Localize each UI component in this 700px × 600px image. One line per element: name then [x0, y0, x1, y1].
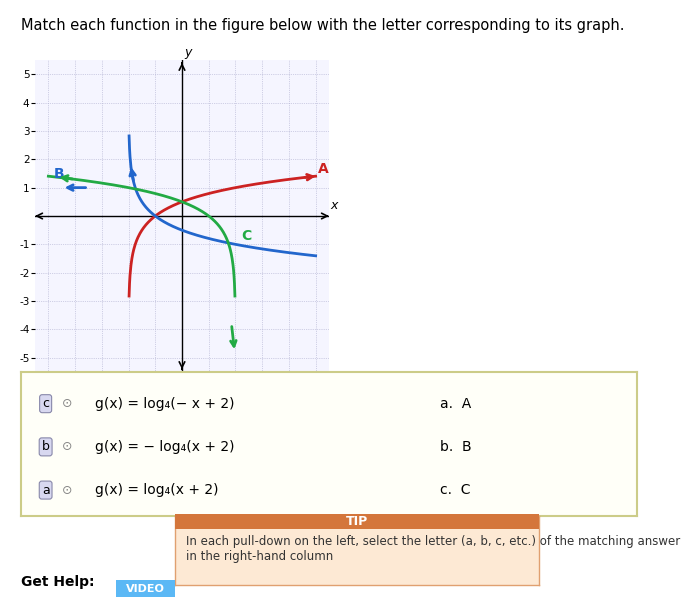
Text: Match each function in the figure below with the letter corresponding to its gra: Match each function in the figure below … [21, 18, 624, 33]
Text: VIDEO: VIDEO [126, 584, 164, 593]
Text: c.  C: c. C [440, 483, 470, 497]
Text: x: x [330, 199, 337, 212]
Text: A: A [318, 162, 329, 176]
Text: B: B [54, 167, 64, 181]
Text: y: y [185, 46, 192, 59]
Text: b: b [42, 440, 50, 454]
Text: ⊙: ⊙ [62, 397, 72, 410]
Text: ⊙: ⊙ [62, 484, 72, 497]
Text: a: a [42, 484, 50, 497]
Text: C: C [241, 229, 251, 243]
Text: a.  A: a. A [440, 397, 471, 410]
Text: g(x) = − log₄(x + 2): g(x) = − log₄(x + 2) [95, 440, 234, 454]
Text: c: c [42, 397, 49, 410]
Text: b.  B: b. B [440, 440, 472, 454]
Text: g(x) = log₄(− x + 2): g(x) = log₄(− x + 2) [95, 397, 234, 410]
Text: ⊙: ⊙ [62, 440, 72, 454]
Text: Get Help:: Get Help: [21, 575, 94, 589]
Text: g(x) = log₄(x + 2): g(x) = log₄(x + 2) [95, 483, 218, 497]
Text: In each pull-down on the left, select the letter (a, b, c, etc.) of the matching: In each pull-down on the left, select th… [186, 535, 680, 563]
Text: TIP: TIP [346, 515, 368, 528]
